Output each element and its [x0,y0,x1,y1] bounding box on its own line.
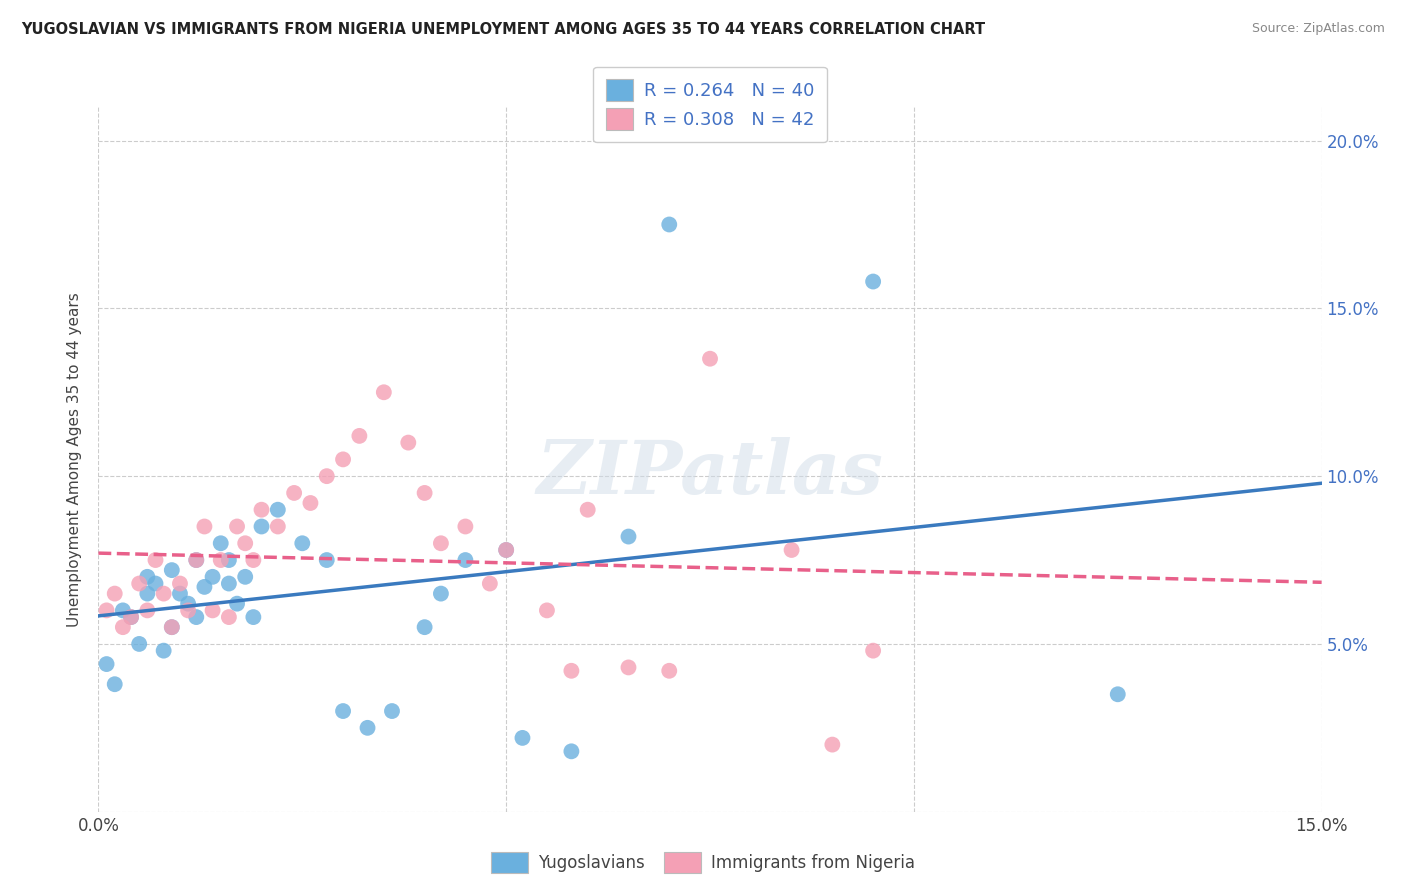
Point [160,620,183,634]
Point [576,502,599,516]
Y-axis label: Unemployment Among Ages 35 to 44 years: Unemployment Among Ages 35 to 44 years [67,292,83,627]
Point [145,576,167,591]
Point [267,502,290,516]
Point [104,677,127,691]
Point [560,664,582,678]
Point [454,519,477,533]
Point [242,610,264,624]
Point [536,603,558,617]
Point [145,553,167,567]
Point [495,543,517,558]
Point [862,643,884,657]
Point [193,519,215,533]
Point [169,586,191,600]
Point [226,519,249,533]
Point [413,486,436,500]
Point [454,553,477,567]
Point [430,536,453,550]
Point [373,385,395,400]
Point [332,704,354,718]
Point [291,536,314,550]
Point [201,570,224,584]
Point [120,610,142,624]
Point [332,452,354,467]
Point [128,576,150,591]
Point [617,530,640,544]
Point [862,275,884,289]
Point [699,351,721,366]
Point [617,660,640,674]
Point [250,519,273,533]
Point [250,502,273,516]
Point [413,620,436,634]
Point [136,603,159,617]
Point [396,435,419,450]
Point [209,553,232,567]
Point [283,486,305,500]
Text: YUGOSLAVIAN VS IMMIGRANTS FROM NIGERIA UNEMPLOYMENT AMONG AGES 35 TO 44 YEARS CO: YUGOSLAVIAN VS IMMIGRANTS FROM NIGERIA U… [21,22,986,37]
Point [111,620,134,634]
Point [233,536,256,550]
Point [218,553,240,567]
Point [242,553,264,567]
Point [136,570,159,584]
Point [160,620,183,634]
Point [186,610,208,624]
Point [478,576,501,591]
Point [356,721,378,735]
Point [136,586,159,600]
Point [169,576,191,591]
Point [1107,687,1129,701]
Point [218,610,240,624]
Point [495,543,517,558]
Point [315,469,337,483]
Point [226,597,249,611]
Legend: Yugoslavians, Immigrants from Nigeria: Yugoslavians, Immigrants from Nigeria [484,846,922,880]
Point [267,519,290,533]
Point [104,586,127,600]
Point [209,536,232,550]
Point [315,553,337,567]
Point [120,610,142,624]
Point [512,731,534,745]
Point [201,603,224,617]
Point [658,218,681,232]
Text: Source: ZipAtlas.com: Source: ZipAtlas.com [1251,22,1385,36]
Point [96,657,118,671]
Point [193,580,215,594]
Point [160,563,183,577]
Text: ZIPatlas: ZIPatlas [537,437,883,509]
Point [218,576,240,591]
Point [560,744,582,758]
Point [381,704,404,718]
Point [780,543,803,558]
Point [177,603,200,617]
Point [299,496,322,510]
Point [186,553,208,567]
Point [349,429,371,443]
Point [128,637,150,651]
Point [233,570,256,584]
Point [152,643,174,657]
Legend: R = 0.264   N = 40, R = 0.308   N = 42: R = 0.264 N = 40, R = 0.308 N = 42 [593,67,827,143]
Point [96,603,118,617]
Point [111,603,134,617]
Point [177,597,200,611]
Point [821,738,844,752]
Point [430,586,453,600]
Point [152,586,174,600]
Point [186,553,208,567]
Point [658,664,681,678]
